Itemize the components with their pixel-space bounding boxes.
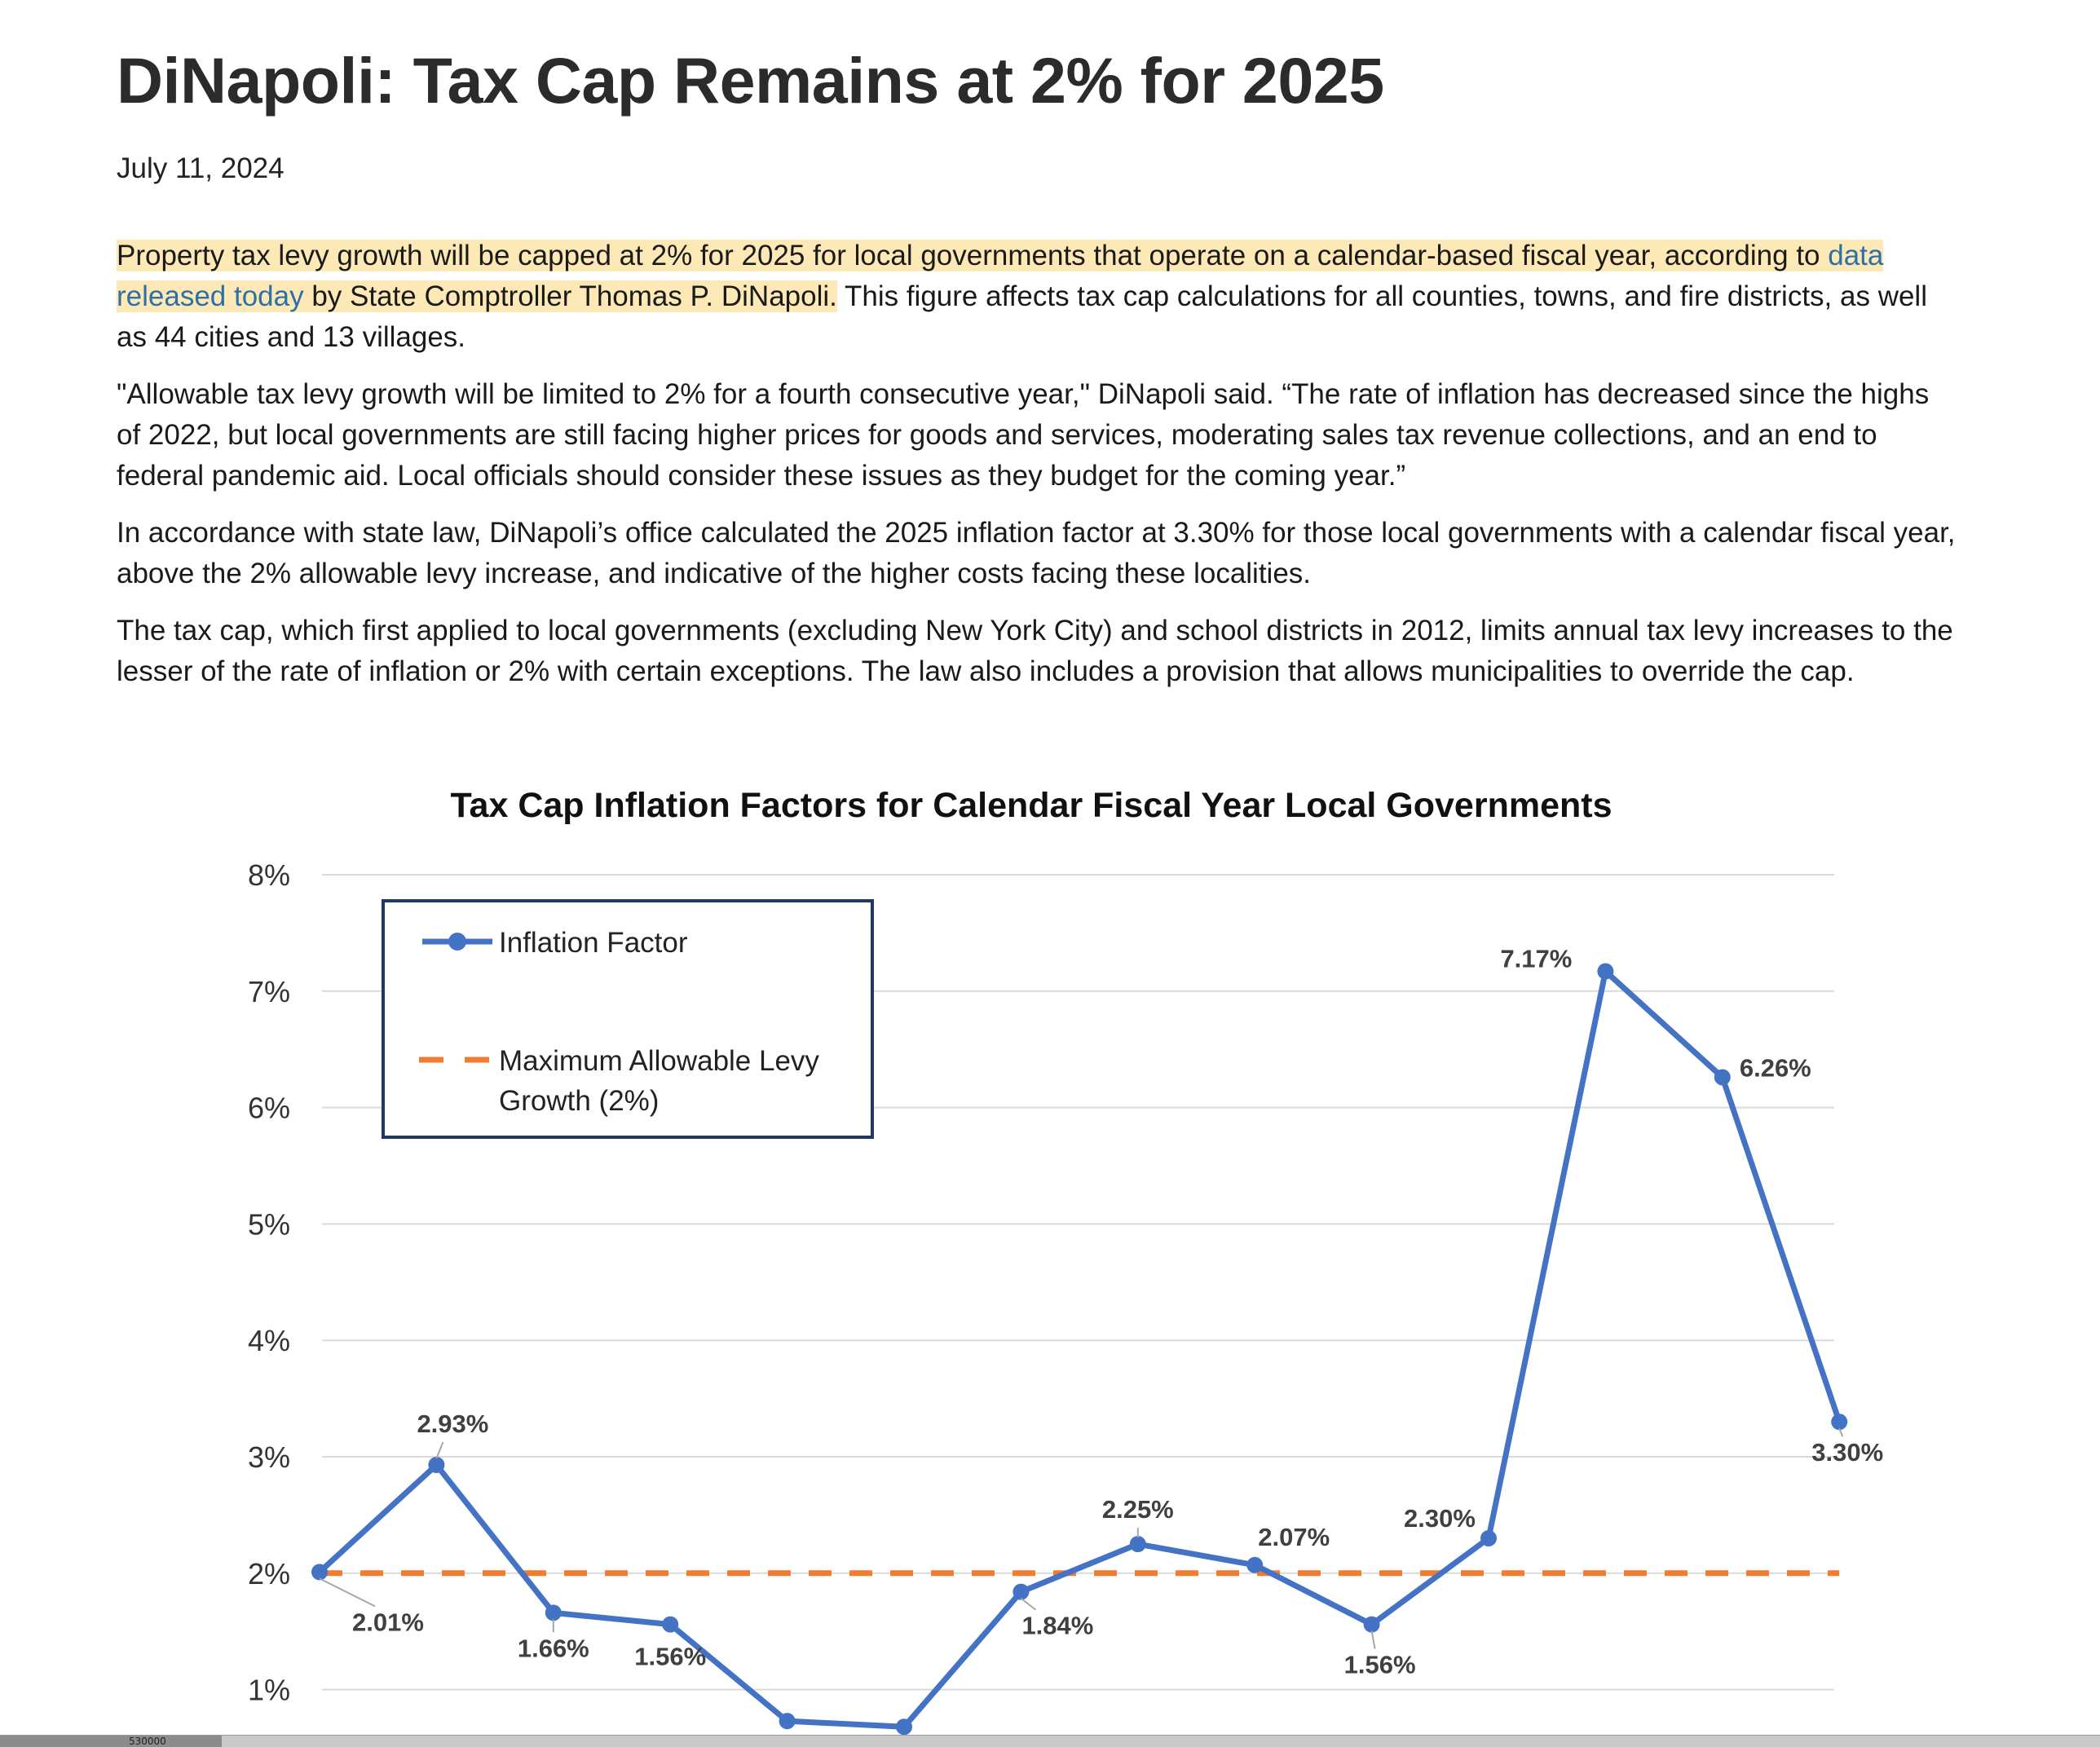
- inflation-point: [1597, 963, 1614, 980]
- y-tick-label: 1%: [248, 1674, 290, 1707]
- data-label: 1.84%: [1021, 1612, 1093, 1640]
- label-leader-line: [1370, 1630, 1376, 1649]
- y-tick-label: 2%: [248, 1557, 290, 1590]
- chart-legend: Inflation Factor Maximum Allowable Levy …: [382, 899, 874, 1139]
- inflation-point: [662, 1616, 679, 1633]
- data-label: 6.26%: [1740, 1053, 1811, 1082]
- y-axis: 1% 2% 3% 4% 5% 6% 7% 8%: [248, 858, 290, 1707]
- inflation-point: [1246, 1556, 1264, 1573]
- y-tick-label: 4%: [248, 1324, 290, 1357]
- inflation-point: [311, 1564, 328, 1581]
- legend-inflation-label: Inflation Factor: [499, 927, 688, 959]
- inflation-point: [896, 1718, 912, 1735]
- label-leader-line: [319, 1577, 376, 1608]
- data-label: 2.07%: [1258, 1523, 1330, 1551]
- highlight-part-2: by State Comptroller Thomas P. DiNapoli.: [303, 280, 837, 312]
- chart-title: Tax Cap Inflation Factors for Calendar F…: [450, 786, 1612, 825]
- data-label: 1.56%: [1344, 1651, 1416, 1679]
- data-label: 2.30%: [1404, 1504, 1476, 1533]
- paragraph-1-rest: This figure affects tax cap calculations…: [117, 280, 1927, 353]
- data-released-link[interactable]: data released today: [117, 239, 1884, 312]
- inflation-point: [428, 1456, 445, 1473]
- y-tick-label: 8%: [248, 858, 290, 892]
- label-leader-line: [435, 1441, 444, 1459]
- inflation-point: [1363, 1616, 1380, 1633]
- y-tick-label: 3%: [248, 1440, 290, 1474]
- highlight-part-1: Property tax levy growth will be capped …: [117, 239, 1829, 271]
- paragraph-2: "Allowable tax levy growth will be limit…: [117, 377, 1930, 492]
- y-tick-label: 7%: [248, 975, 290, 1008]
- scrollbar-thumb[interactable]: [0, 1736, 222, 1747]
- data-label: 3.30%: [1811, 1438, 1883, 1467]
- paragraph-4: The tax cap, which first applied to loca…: [117, 614, 1953, 687]
- y-tick-label: 6%: [248, 1092, 290, 1125]
- legend-inflation-marker: [448, 933, 466, 951]
- inflation-factor-line: [317, 968, 1842, 1730]
- inflation-factor-chart: Tax Cap Inflation Factors for Calendar F…: [248, 786, 1883, 1735]
- inflation-point: [779, 1713, 796, 1730]
- data-label: 2.01%: [352, 1608, 424, 1636]
- inflation-point: [1480, 1529, 1497, 1546]
- paragraph-1: Property tax levy growth will be capped …: [117, 236, 1959, 358]
- data-labels-layer: 2.01% 2.93% 1.66% 1.56% 1.84% 2.25% 2.07% 1.56%…: [319, 945, 1883, 1679]
- label-leader-line: [1020, 1597, 1037, 1611]
- page-title: DiNapoli: Tax Cap Remains at 2% for 2025: [117, 44, 1384, 117]
- article: DiNapoli: Tax Cap Remains at 2% for 2025…: [117, 42, 1959, 692]
- inflation-point: [1714, 1069, 1731, 1086]
- legend-max-levy-label-line2: Growth (2%): [499, 1085, 659, 1117]
- y-tick-label: 5%: [248, 1207, 290, 1241]
- inflation-series-layer: [311, 963, 1848, 1735]
- data-label: 1.66%: [518, 1634, 589, 1662]
- horizontal-scrollbar[interactable]: 530000: [0, 1735, 2100, 1747]
- inflation-point: [545, 1604, 562, 1621]
- data-label: 2.25%: [1102, 1495, 1174, 1524]
- data-label: 1.56%: [634, 1643, 706, 1671]
- legend-max-levy-label-line1: Maximum Allowable Levy: [499, 1045, 819, 1077]
- inflation-point: [1129, 1536, 1146, 1553]
- scrollbar-label: 530000: [129, 1736, 166, 1747]
- paragraph-3: In accordance with state law, DiNapoli’s…: [117, 516, 1956, 589]
- inflation-point: [1831, 1414, 1848, 1431]
- publish-date: July 11, 2024: [117, 152, 285, 184]
- data-label: 7.17%: [1500, 945, 1572, 973]
- inflation-point: [1012, 1583, 1030, 1600]
- data-label: 2.93%: [417, 1410, 488, 1438]
- label-leader-line: [1838, 1427, 1844, 1437]
- highlighted-text: Property tax levy growth will be capped …: [117, 239, 1884, 312]
